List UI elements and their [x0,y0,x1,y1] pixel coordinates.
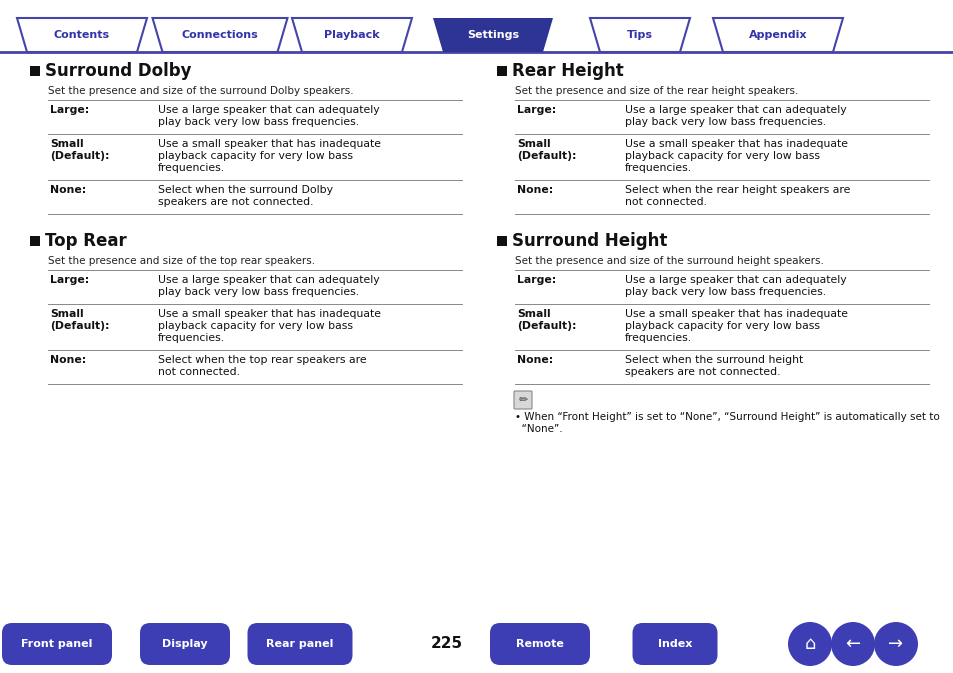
Polygon shape [292,18,412,52]
FancyBboxPatch shape [514,391,532,409]
Text: (Default):: (Default): [50,151,110,161]
Bar [497,66,506,76]
Text: None:: None: [50,185,86,195]
Polygon shape [433,18,553,52]
Text: Set the presence and size of the surround height speakers.: Set the presence and size of the surroun… [515,256,823,266]
Text: Set the presence and size of the surround Dolby speakers.: Set the presence and size of the surroun… [48,86,354,96]
FancyBboxPatch shape [490,623,589,665]
Text: Use a large speaker that can adequately: Use a large speaker that can adequately [158,105,379,115]
Text: (Default):: (Default): [50,321,110,331]
Text: Small: Small [50,139,84,149]
Text: not connected.: not connected. [158,367,240,377]
Text: “None”.: “None”. [515,424,562,434]
FancyBboxPatch shape [632,623,717,665]
Text: →: → [887,635,902,653]
Text: Playback: Playback [324,30,379,40]
Text: Set the presence and size of the rear height speakers.: Set the presence and size of the rear he… [515,86,798,96]
Text: Set the presence and size of the top rear speakers.: Set the presence and size of the top rea… [48,256,314,266]
Text: frequencies.: frequencies. [158,333,225,343]
Text: playback capacity for very low bass: playback capacity for very low bass [158,321,353,331]
Polygon shape [17,18,147,52]
Text: play back very low bass frequencies.: play back very low bass frequencies. [624,287,825,297]
Circle shape [830,622,874,666]
Bar [30,236,40,246]
Polygon shape [152,18,287,52]
Text: Large:: Large: [517,105,556,115]
Text: Rear Height: Rear Height [512,62,623,80]
FancyBboxPatch shape [140,623,230,665]
FancyBboxPatch shape [247,623,352,665]
Text: Display: Display [162,639,208,649]
Text: Large:: Large: [50,275,90,285]
Text: Select when the rear height speakers are: Select when the rear height speakers are [624,185,849,195]
Text: (Default):: (Default): [517,151,576,161]
Text: Front panel: Front panel [21,639,92,649]
Text: playback capacity for very low bass: playback capacity for very low bass [624,151,820,161]
Polygon shape [589,18,689,52]
Text: Top Rear: Top Rear [45,232,127,250]
FancyBboxPatch shape [2,623,112,665]
Text: ✏: ✏ [517,395,527,405]
Text: play back very low bass frequencies.: play back very low bass frequencies. [624,117,825,127]
Text: Large:: Large: [50,105,90,115]
Text: playback capacity for very low bass: playback capacity for very low bass [158,151,353,161]
Text: ⌂: ⌂ [803,635,815,653]
Bar [30,66,40,76]
Text: Settings: Settings [466,30,518,40]
Text: Surround Dolby: Surround Dolby [45,62,192,80]
Text: Remote: Remote [516,639,563,649]
Text: Tips: Tips [626,30,652,40]
Text: playback capacity for very low bass: playback capacity for very low bass [624,321,820,331]
Text: Index: Index [658,639,692,649]
Text: Small: Small [517,309,550,319]
Text: (Default):: (Default): [517,321,576,331]
Text: frequencies.: frequencies. [624,333,691,343]
Text: play back very low bass frequencies.: play back very low bass frequencies. [158,117,358,127]
Text: Small: Small [517,139,550,149]
Text: Use a small speaker that has inadequate: Use a small speaker that has inadequate [624,309,847,319]
Text: • When “Front Height” is set to “None”, “Surround Height” is automatically set t: • When “Front Height” is set to “None”, … [515,412,939,422]
Text: 225: 225 [431,637,462,651]
Text: Use a large speaker that can adequately: Use a large speaker that can adequately [158,275,379,285]
Text: Connections: Connections [181,30,258,40]
Circle shape [787,622,831,666]
Text: Use a large speaker that can adequately: Use a large speaker that can adequately [624,105,845,115]
Text: None:: None: [517,185,553,195]
Text: Surround Height: Surround Height [512,232,667,250]
Polygon shape [712,18,842,52]
Text: Rear panel: Rear panel [266,639,334,649]
Text: Use a small speaker that has inadequate: Use a small speaker that has inadequate [158,309,380,319]
Text: Use a small speaker that has inadequate: Use a small speaker that has inadequate [158,139,380,149]
Text: Appendix: Appendix [748,30,806,40]
Text: ←: ← [844,635,860,653]
Text: frequencies.: frequencies. [158,163,225,173]
Text: Large:: Large: [517,275,556,285]
Text: speakers are not connected.: speakers are not connected. [158,197,314,207]
Text: frequencies.: frequencies. [624,163,691,173]
Text: speakers are not connected.: speakers are not connected. [624,367,780,377]
Text: not connected.: not connected. [624,197,706,207]
Bar [497,236,506,246]
Text: play back very low bass frequencies.: play back very low bass frequencies. [158,287,358,297]
Text: Use a large speaker that can adequately: Use a large speaker that can adequately [624,275,845,285]
Text: Small: Small [50,309,84,319]
Text: Select when the surround height: Select when the surround height [624,355,802,365]
Text: Select when the top rear speakers are: Select when the top rear speakers are [158,355,366,365]
Circle shape [873,622,917,666]
Text: Select when the surround Dolby: Select when the surround Dolby [158,185,333,195]
Text: None:: None: [50,355,86,365]
Text: None:: None: [517,355,553,365]
Text: Contents: Contents [54,30,110,40]
Text: Use a small speaker that has inadequate: Use a small speaker that has inadequate [624,139,847,149]
